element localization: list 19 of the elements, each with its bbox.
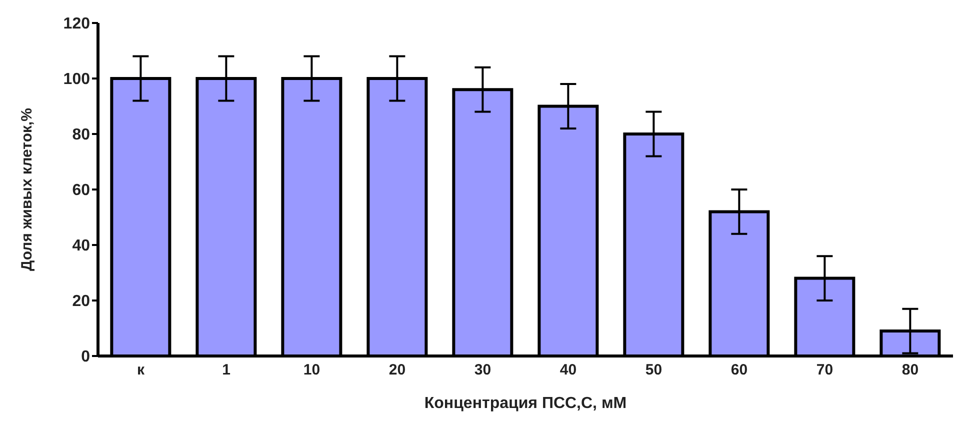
x-tick-label: 40: [560, 362, 577, 379]
y-tick-label: 20: [72, 293, 90, 310]
y-tick-label: 60: [72, 182, 90, 200]
x-tick-label: 10: [303, 362, 320, 379]
x-tick-label: 1: [222, 362, 230, 379]
y-axis-title: Доля живых клеток,%: [18, 108, 36, 271]
y-tick-label: 40: [72, 238, 90, 255]
x-tick-label: 50: [645, 362, 662, 379]
x-tick-label: 80: [902, 362, 919, 379]
x-axis-title: Концентрация ПСС,С, мМ: [424, 395, 627, 412]
x-tick-label: 70: [816, 362, 834, 379]
x-tick-label: к: [136, 362, 145, 379]
y-tick-label: 80: [72, 126, 90, 144]
y-tick-label: 0: [81, 348, 90, 366]
x-tick-label: 60: [730, 362, 748, 379]
x-tick-label: 20: [388, 362, 406, 379]
y-tick-label: 100: [63, 71, 90, 88]
y-tick-label: 120: [63, 16, 90, 33]
x-tick-label: 30: [474, 362, 492, 379]
